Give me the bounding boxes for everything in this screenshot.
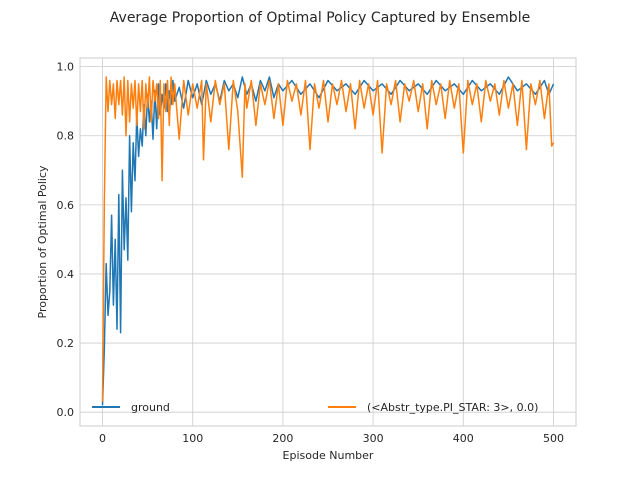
y-axis-label: Proportion of Optimal Policy [36, 165, 49, 319]
legend: ground (<Abstr_type.PI_STAR: 3>, 0.0) [92, 401, 538, 414]
y-tick-label: 0.2 [57, 337, 75, 350]
x-tick-label: 300 [363, 432, 384, 445]
x-axis-label: Episode Number [283, 449, 374, 462]
series-layer [101, 76, 555, 406]
y-tick-label: 0.4 [57, 268, 75, 281]
ticks: 0 100 200 300 400 500 0.0 0.2 0.4 0.6 0.8 1.0 [57, 61, 564, 445]
series-line-pi-star [101, 76, 555, 402]
y-tick-label: 0.0 [57, 406, 75, 419]
x-tick-label: 500 [543, 432, 564, 445]
legend-label-ground: ground [131, 401, 170, 414]
series-line-ground [101, 76, 555, 406]
chart-title: Average Proportion of Optimal Policy Cap… [110, 10, 530, 26]
x-tick-label: 200 [272, 432, 293, 445]
x-tick-label: 400 [453, 432, 474, 445]
legend-label-pi-star: (<Abstr_type.PI_STAR: 3>, 0.0) [367, 401, 538, 414]
plot-frame [79, 57, 577, 427]
x-tick-label: 100 [182, 432, 203, 445]
y-tick-label: 0.8 [57, 130, 75, 143]
y-tick-label: 0.6 [57, 199, 75, 212]
y-tick-label: 1.0 [57, 61, 75, 74]
x-tick-label: 0 [99, 432, 106, 445]
grid [80, 58, 576, 426]
